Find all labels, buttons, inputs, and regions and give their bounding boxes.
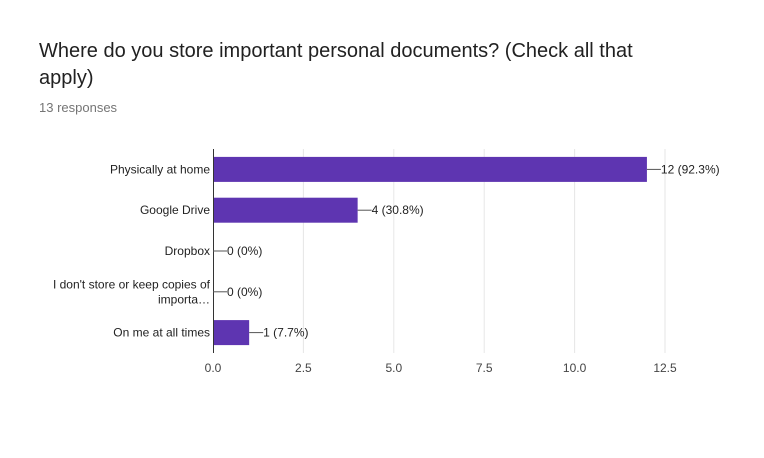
x-tick-label: 12.5 [653, 361, 677, 375]
chart-title: Where do you store important personal do… [39, 40, 633, 89]
x-tick-label: 10.0 [563, 361, 587, 375]
category-label: Google Drive [140, 203, 210, 217]
category-label: On me at all times [113, 326, 210, 340]
data-label: 4 (30.8%) [372, 203, 424, 217]
bars [213, 156, 647, 346]
data-label: 12 (92.3%) [661, 162, 720, 176]
data-label: 1 (7.7%) [263, 326, 308, 340]
x-tick-label: 5.0 [385, 361, 402, 375]
category-label: Dropbox [165, 244, 210, 258]
bar [213, 197, 358, 223]
gridlines [302, 149, 666, 353]
data-label: 0 (0%) [227, 285, 262, 299]
x-tick-label: 0.0 [205, 361, 222, 375]
bar [213, 156, 647, 182]
response-count: 13 responses [39, 100, 118, 115]
labels: 0.0 2.5 5.0 7.5 10.0 12.5 12 (92.3%) Physically… [53, 162, 720, 375]
x-tick-label: 7.5 [476, 361, 493, 375]
category-label: I don't store or keep copies of importa… [53, 277, 211, 306]
data-label: 0 (0%) [227, 244, 262, 258]
category-label: Physically at home [110, 162, 210, 176]
x-tick-label: 2.5 [295, 361, 312, 375]
bar [213, 320, 250, 346]
